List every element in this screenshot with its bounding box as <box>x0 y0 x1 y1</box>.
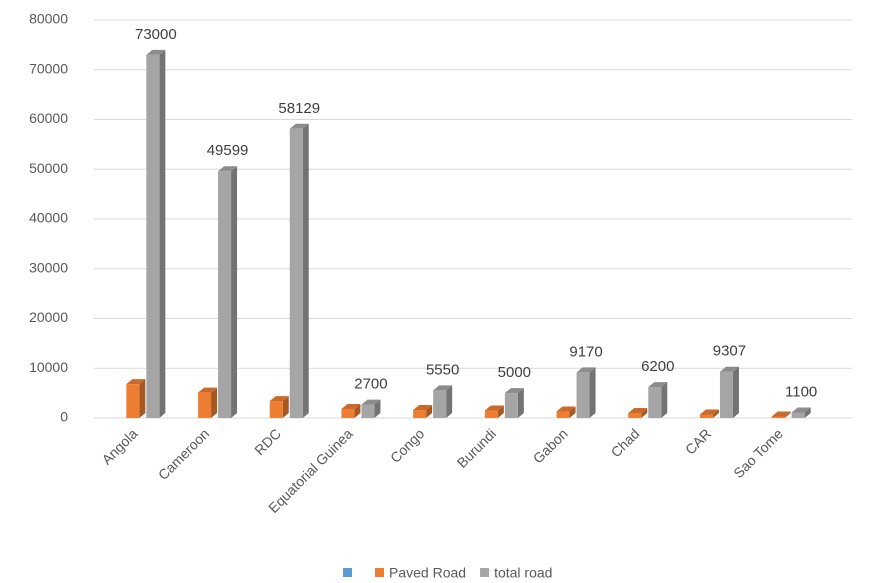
bar-side <box>804 407 811 418</box>
bar-side <box>374 399 381 418</box>
bar-side <box>589 367 596 418</box>
legend-label: Paved Road <box>389 565 466 581</box>
x-tick-label: Gabon <box>530 425 571 466</box>
bar-top <box>504 388 524 394</box>
bar <box>198 392 212 418</box>
x-tick-label: Chad <box>608 425 643 460</box>
bar <box>556 411 570 418</box>
bar-top <box>648 382 668 388</box>
bar-side <box>517 388 524 418</box>
bar <box>484 410 498 418</box>
bar-side <box>139 379 146 418</box>
x-tick-label: Cameroon <box>155 425 213 483</box>
bar-side <box>497 405 504 418</box>
bar-side <box>446 385 453 418</box>
data-label: 1100 <box>785 383 817 400</box>
bar-top <box>198 387 218 393</box>
bar-side <box>569 406 576 418</box>
bar <box>126 384 140 418</box>
y-tick-label: 40000 <box>29 210 68 226</box>
bar-side <box>784 411 791 418</box>
y-tick-label: 50000 <box>29 160 68 176</box>
y-tick-label: 60000 <box>29 110 68 126</box>
bar <box>361 404 375 418</box>
bar-top <box>413 405 433 411</box>
x-tick-label: Angola <box>98 425 140 467</box>
y-tick-label: 0 <box>60 409 68 425</box>
data-label: 9307 <box>713 343 746 360</box>
data-label: 9170 <box>569 343 602 360</box>
bar-side <box>426 405 433 418</box>
bar-top <box>628 408 648 414</box>
y-tick-label: 10000 <box>29 359 68 375</box>
bar-top <box>484 405 504 411</box>
x-tick-label: Burundi <box>454 425 499 470</box>
bar-side <box>282 396 289 418</box>
bar-side <box>354 404 361 418</box>
bar <box>504 393 518 418</box>
y-tick-label: 70000 <box>29 60 68 76</box>
bar-top <box>791 407 811 413</box>
bar <box>413 410 427 418</box>
bar <box>719 371 733 418</box>
bar-top <box>218 166 238 172</box>
bar-side <box>712 409 719 418</box>
bar <box>628 413 642 418</box>
bar <box>269 401 283 418</box>
bar-top <box>289 123 309 129</box>
y-tick-label: 80000 <box>29 11 68 27</box>
bar <box>341 409 355 418</box>
bar-top <box>361 399 381 405</box>
legend-swatch <box>343 568 352 577</box>
legend-label: total road <box>494 565 552 581</box>
data-label: 6200 <box>641 358 674 375</box>
bar <box>289 128 303 418</box>
bar <box>146 54 160 418</box>
bar-side <box>302 123 309 418</box>
bar-top <box>126 379 146 385</box>
data-label: 49599 <box>207 142 249 159</box>
data-label: 5550 <box>426 361 459 378</box>
data-label: 73000 <box>135 26 177 43</box>
bar-side <box>159 49 166 418</box>
bar-top <box>341 404 361 410</box>
bar-side <box>732 366 739 418</box>
bar-top <box>269 396 289 402</box>
bar-top <box>719 366 739 372</box>
legend-swatch <box>480 568 490 577</box>
bar-top <box>576 367 596 373</box>
bar <box>433 390 447 418</box>
legend-swatch <box>375 568 384 577</box>
bar-top <box>433 385 453 391</box>
bar-top <box>146 49 166 55</box>
bar-top <box>556 406 576 412</box>
bar-side <box>231 166 238 418</box>
bar <box>791 412 805 418</box>
y-tick-label: 30000 <box>29 259 68 275</box>
bar <box>648 387 662 418</box>
bar-top <box>771 411 791 417</box>
data-label: 58129 <box>278 100 320 117</box>
x-tick-label: Sao Tome <box>730 425 786 481</box>
bar-side <box>211 387 218 418</box>
y-tick-label: 20000 <box>29 309 68 325</box>
x-tick-label: RDC <box>251 425 284 458</box>
data-label: 5000 <box>498 364 531 381</box>
x-tick-label: CAR <box>682 425 714 457</box>
bar-side <box>661 382 668 418</box>
bar <box>699 414 713 418</box>
bar <box>771 416 785 418</box>
bar <box>218 171 232 418</box>
bar-top <box>699 409 719 415</box>
bar <box>576 372 590 418</box>
data-label: 2700 <box>354 376 387 393</box>
x-tick-label: Congo <box>387 425 428 466</box>
bar-side <box>641 408 648 418</box>
